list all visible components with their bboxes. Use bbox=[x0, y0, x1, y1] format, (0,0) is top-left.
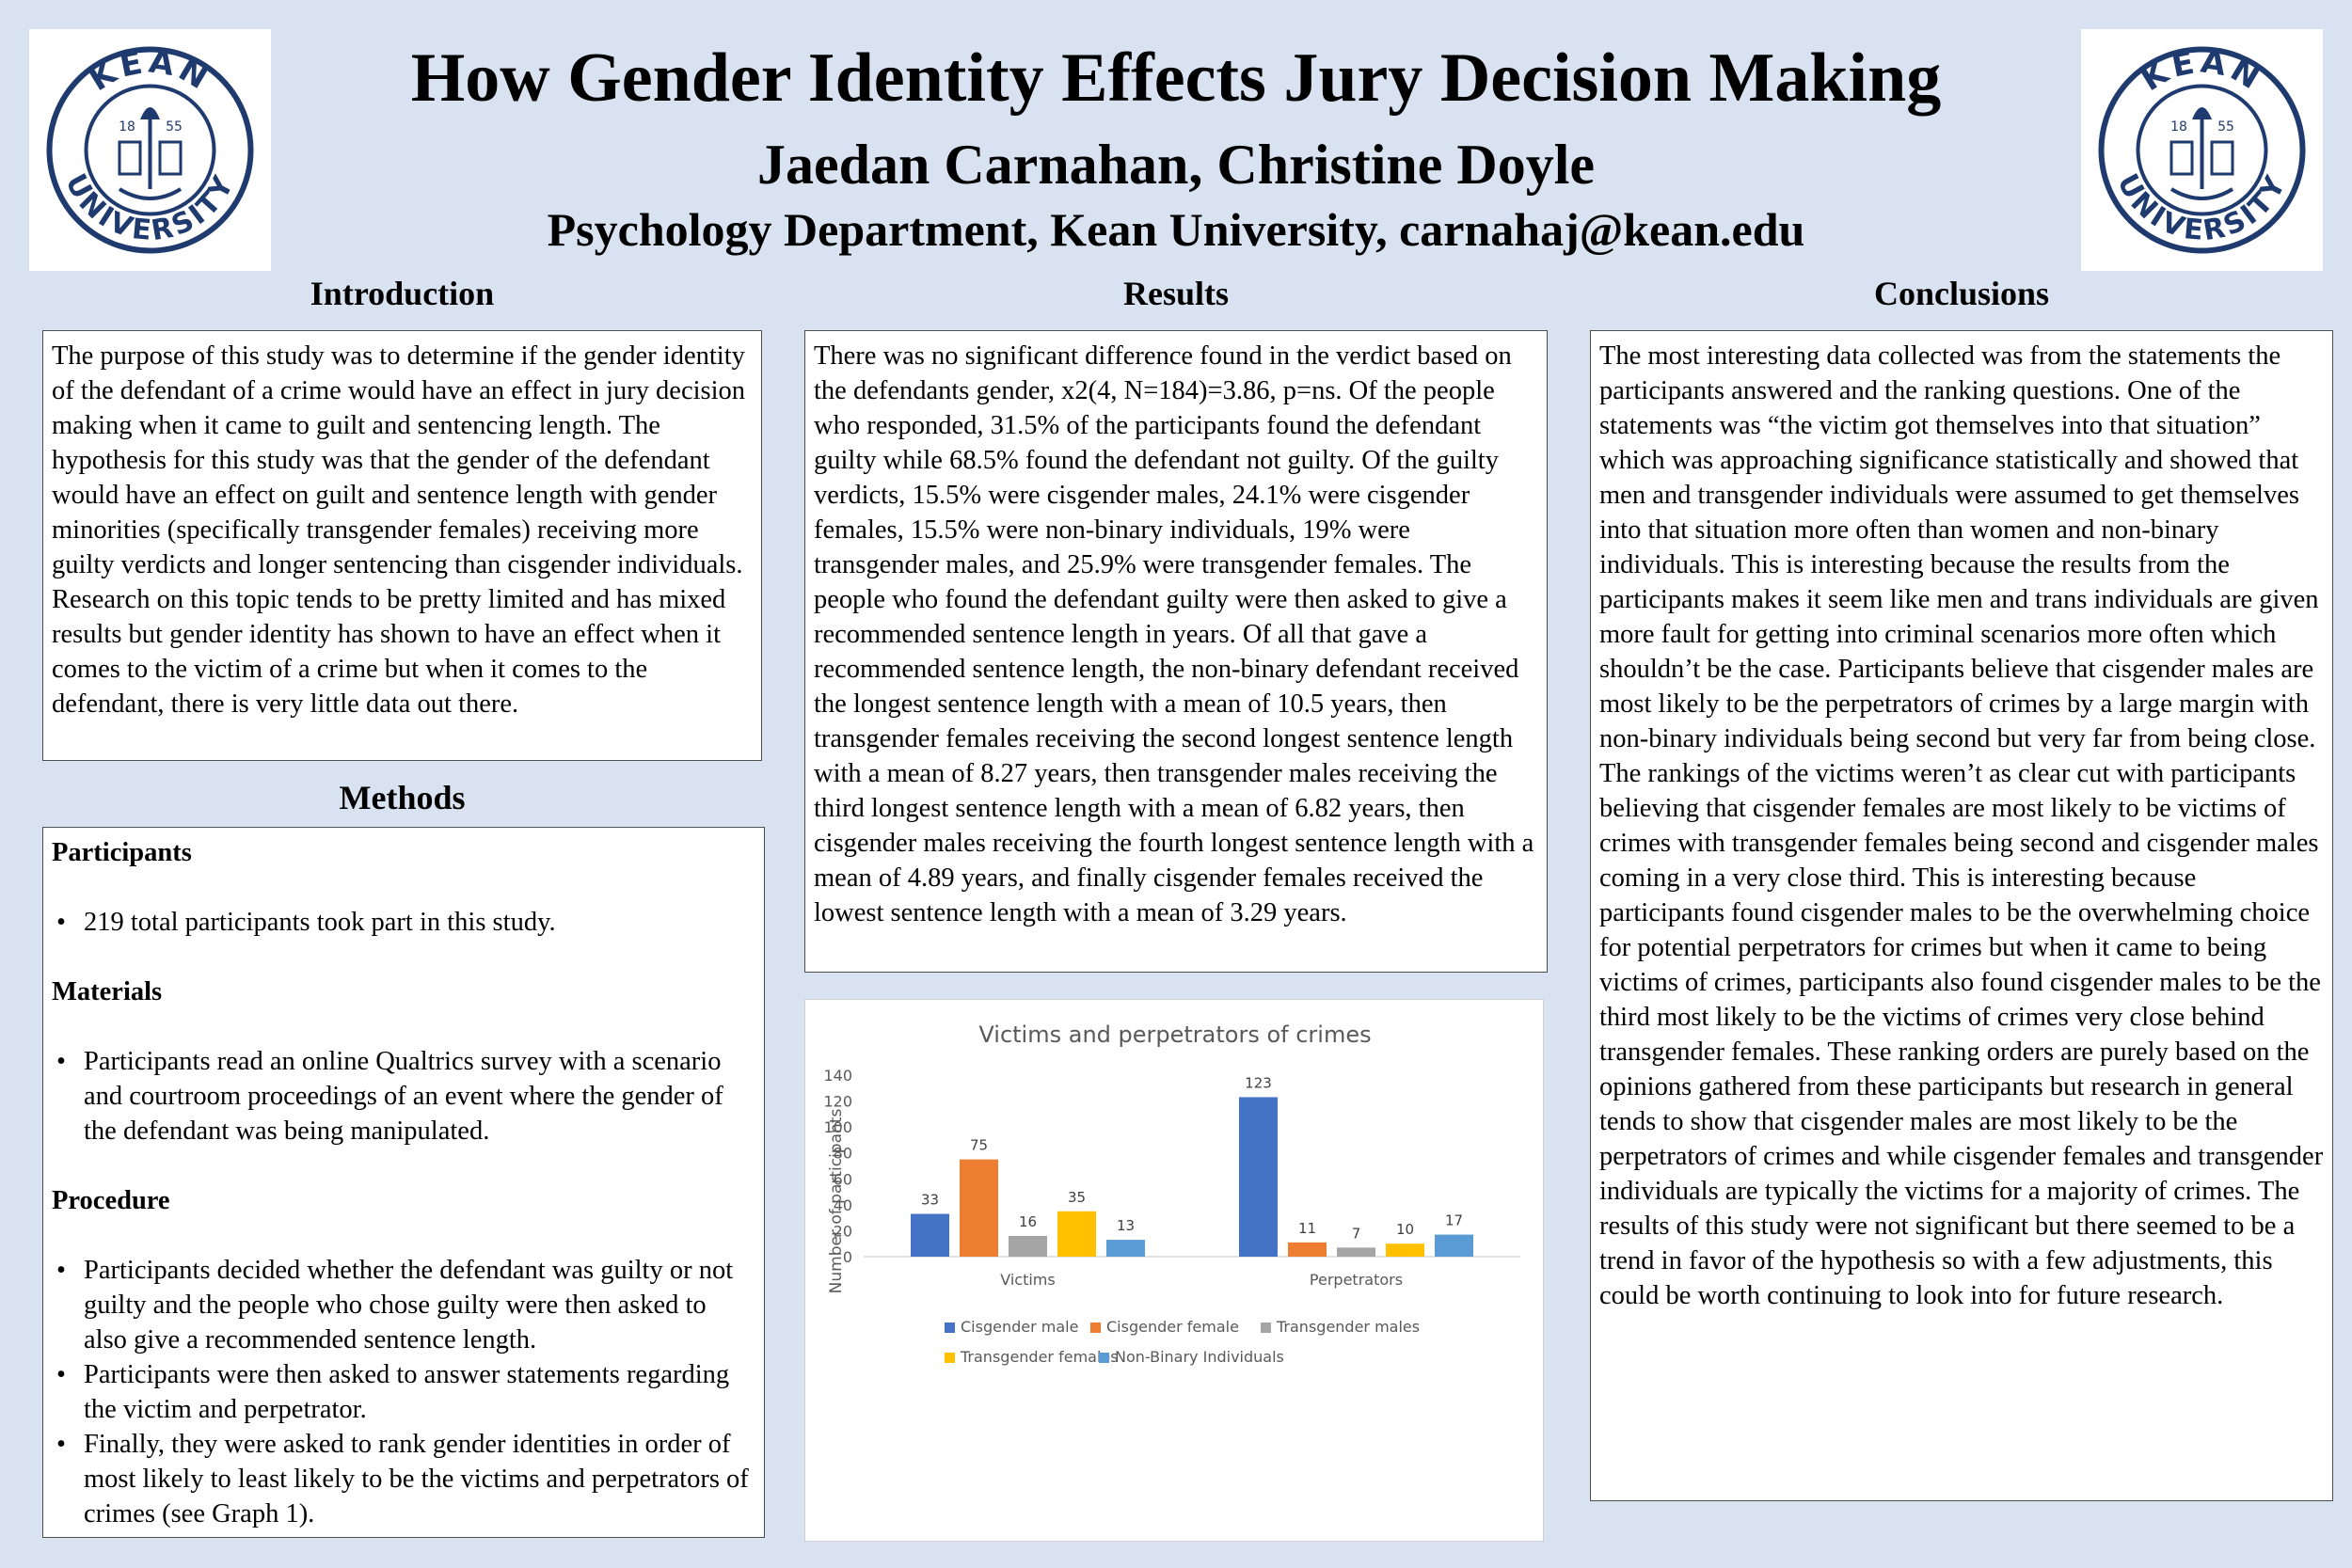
legend-swatch bbox=[945, 1353, 955, 1363]
introduction-heading: Introduction bbox=[310, 275, 495, 312]
conclusions-heading: Conclusions bbox=[1873, 275, 2050, 312]
list-item: Participants decided whether the defenda… bbox=[52, 1253, 755, 1357]
y-tick-label: 140 bbox=[823, 1067, 852, 1085]
conclusions-text: The most interesting data collected was … bbox=[1599, 341, 2324, 1310]
chart-svg: Victims and perpetrators of crimes Numbe… bbox=[823, 1022, 1520, 1366]
data-label: 11 bbox=[1298, 1220, 1316, 1237]
procedure-list: Participants decided whether the defenda… bbox=[52, 1253, 755, 1531]
y-tick-label: 0 bbox=[843, 1248, 852, 1266]
bar-non-binary-individuals bbox=[1435, 1234, 1473, 1257]
legend-swatch bbox=[1261, 1323, 1271, 1333]
y-tick-label: 80 bbox=[834, 1145, 852, 1163]
legend-swatch bbox=[1090, 1323, 1101, 1333]
data-label: 13 bbox=[1117, 1217, 1135, 1234]
results-panel: There was no significant difference foun… bbox=[804, 330, 1548, 973]
x-tick-label: Perpetrators bbox=[1310, 1271, 1403, 1289]
introduction-text: The purpose of this study was to determi… bbox=[52, 341, 746, 719]
bar-cisgender-female bbox=[1288, 1242, 1327, 1257]
legend-item: Cisgender female bbox=[1106, 1318, 1239, 1336]
legend-swatch bbox=[945, 1323, 955, 1333]
bar-transgender-females bbox=[1057, 1211, 1096, 1257]
poster-department: Psychology Department, Kean University, … bbox=[547, 203, 1805, 256]
kean-seal-icon: KEAN UNIVERSITY 18 55 bbox=[2098, 43, 2306, 254]
bar-transgender-males bbox=[1337, 1247, 1375, 1257]
list-item: Finally, they were asked to rank gender … bbox=[52, 1427, 755, 1531]
legend-swatch bbox=[1099, 1353, 1109, 1363]
y-tick-label: 60 bbox=[834, 1170, 852, 1188]
y-tick-label: 20 bbox=[834, 1222, 852, 1240]
legend-item: Cisgender male bbox=[961, 1318, 1078, 1336]
list-item: Participants were then asked to answer s… bbox=[52, 1357, 755, 1427]
introduction-panel: The purpose of this study was to determi… bbox=[42, 330, 762, 761]
data-label: 7 bbox=[1352, 1225, 1361, 1242]
y-tick-label: 100 bbox=[823, 1118, 852, 1136]
methods-heading: Methods bbox=[339, 779, 466, 816]
procedure-subheading: Procedure bbox=[52, 1186, 170, 1215]
poster-title: How Gender Identity Effects Jury Decisio… bbox=[410, 40, 1942, 117]
kean-logo-left: KEAN UNIVERSITY 18 55 bbox=[29, 29, 271, 271]
data-label: 75 bbox=[970, 1137, 988, 1154]
bar-transgender-males bbox=[1009, 1235, 1047, 1257]
data-label: 17 bbox=[1445, 1212, 1463, 1229]
chart-title: Victims and perpetrators of crimes bbox=[978, 1022, 1371, 1048]
results-heading: Results bbox=[1122, 275, 1229, 312]
list-item: 219 total participants took part in this… bbox=[52, 905, 755, 940]
bar-cisgender-male bbox=[1239, 1097, 1278, 1257]
data-label: 123 bbox=[1245, 1074, 1272, 1091]
victims-perpetrators-chart: Victims and perpetrators of crimes Numbe… bbox=[804, 999, 1544, 1542]
conclusions-panel: The most interesting data collected was … bbox=[1590, 330, 2333, 1501]
bar-cisgender-male bbox=[911, 1213, 949, 1257]
x-tick-label: Victims bbox=[1000, 1271, 1055, 1289]
svg-text:18: 18 bbox=[2170, 119, 2187, 135]
y-tick-label: 120 bbox=[823, 1093, 852, 1111]
materials-list: Participants read an online Qualtrics su… bbox=[52, 1044, 755, 1148]
data-label: 33 bbox=[921, 1192, 939, 1209]
methods-panel: Participants 219 total participants took… bbox=[42, 827, 765, 1538]
bar-non-binary-individuals bbox=[1106, 1240, 1145, 1257]
svg-text:55: 55 bbox=[166, 119, 183, 135]
kean-logo-right: KEAN UNIVERSITY 18 55 bbox=[2081, 29, 2323, 271]
legend-item: Transgender females bbox=[960, 1348, 1119, 1366]
list-item: Participants read an online Qualtrics su… bbox=[52, 1044, 755, 1148]
poster-authors: Jaedan Carnahan, Christine Doyle bbox=[756, 134, 1596, 196]
y-tick-label: 40 bbox=[834, 1196, 852, 1214]
participants-list: 219 total participants took part in this… bbox=[52, 905, 755, 940]
materials-subheading: Materials bbox=[52, 977, 163, 1006]
data-label: 35 bbox=[1068, 1189, 1086, 1206]
results-text: There was no significant difference foun… bbox=[814, 341, 1534, 927]
bar-transgender-females bbox=[1386, 1243, 1424, 1257]
data-label: 16 bbox=[1019, 1213, 1037, 1230]
svg-text:55: 55 bbox=[2217, 119, 2234, 135]
bar-cisgender-female bbox=[960, 1159, 998, 1257]
svg-text:18: 18 bbox=[119, 119, 135, 135]
chart-y-axis-label: Number of participants bbox=[827, 1109, 846, 1294]
kean-seal-icon: KEAN UNIVERSITY 18 55 bbox=[46, 43, 254, 254]
legend-item: Transgender males bbox=[1276, 1318, 1420, 1336]
data-label: 10 bbox=[1396, 1221, 1414, 1238]
participants-subheading: Participants bbox=[52, 838, 192, 867]
legend-item: Non-Binary Individuals bbox=[1115, 1348, 1284, 1366]
